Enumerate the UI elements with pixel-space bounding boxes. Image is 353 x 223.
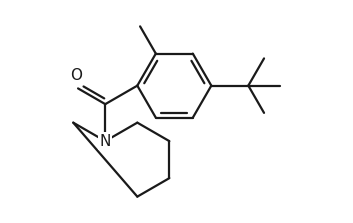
Text: O: O [70,68,82,83]
Text: N: N [100,134,111,149]
